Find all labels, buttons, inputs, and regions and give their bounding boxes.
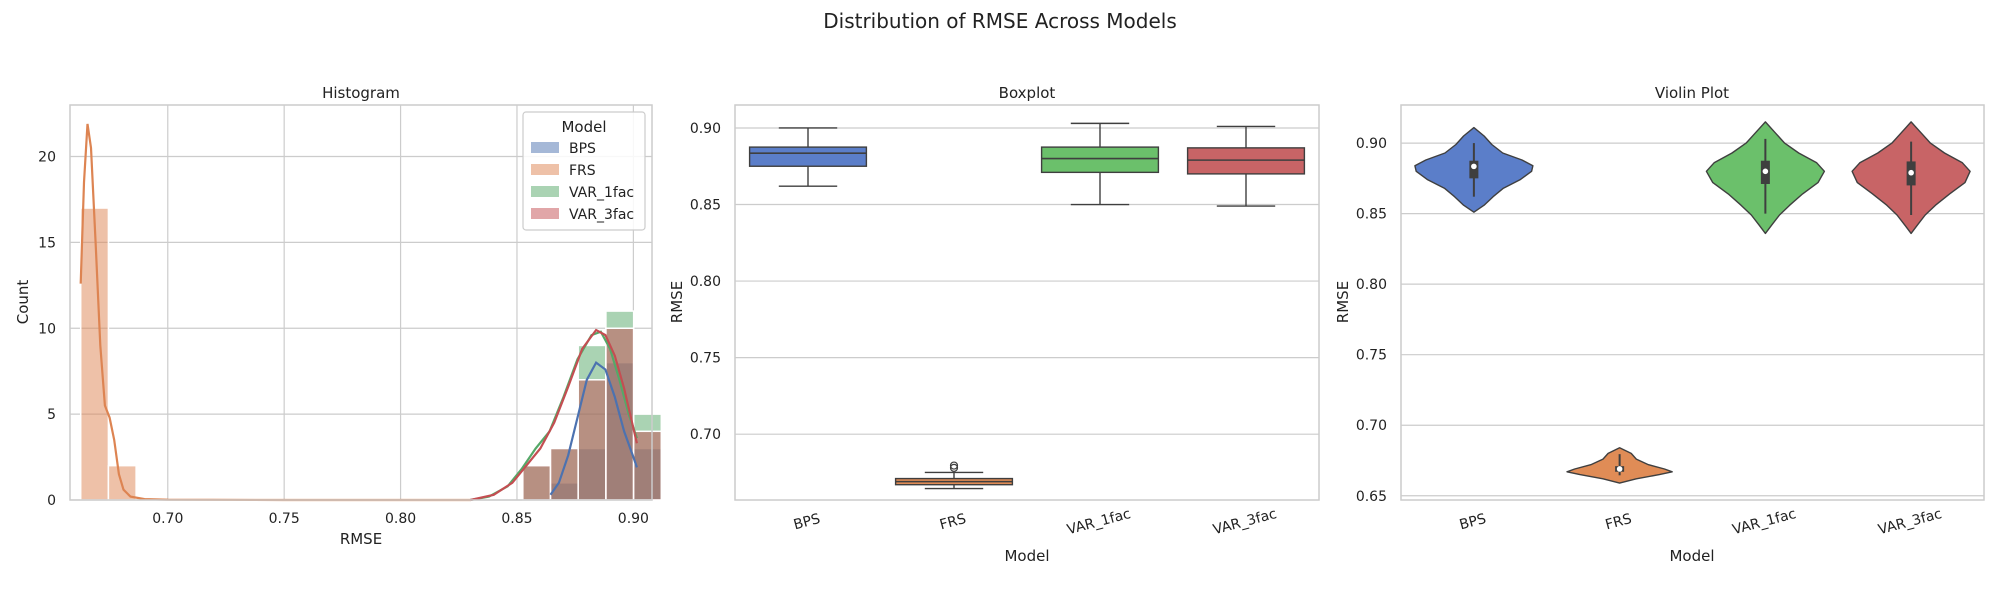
histogram-bar-var-3fac — [549, 447, 579, 501]
histogram-y-tick-label: 10 — [38, 321, 56, 337]
histogram-kde-var-3fac — [470, 328, 638, 502]
histogram-x-tick-label: 0.90 — [618, 511, 649, 527]
boxplot-y-label: RMSE — [668, 281, 686, 323]
histogram-title: Histogram — [322, 84, 400, 102]
histogram-bar-frs — [79, 207, 110, 501]
boxplot-x-tick-label: BPS — [792, 511, 822, 533]
boxplot-panel: Boxplot BPS FRS VAR_1fac VAR_3fac 0.700.750… — [668, 84, 1320, 565]
violin-median-frs — [1616, 466, 1623, 472]
violin-title: Violin Plot — [1655, 84, 1729, 102]
boxplot-flier-frs — [949, 463, 959, 472]
boxplot-y-tick-label: 0.75 — [690, 351, 721, 367]
legend-label-var-3fac: VAR_3fac — [569, 207, 634, 223]
figure-title: Distribution of RMSE Across Models — [823, 9, 1177, 33]
histogram-x-tick-label: 0.85 — [501, 511, 532, 527]
boxplot-box-bps — [748, 146, 868, 167]
violin-grid — [1401, 142, 1984, 497]
violin-x-tick-label: VAR_3fac — [1877, 506, 1944, 538]
boxplot-x-tick-label: VAR_1fac — [1065, 506, 1132, 538]
violin-median-bps — [1471, 163, 1477, 170]
violin-median-var-3fac — [1908, 169, 1914, 176]
violin-x-ticks: BPS FRS VAR_1fac VAR_3fac — [1458, 506, 1944, 538]
legend-swatch-var-1fac — [531, 186, 559, 197]
violin-x-tick-label: BPS — [1458, 511, 1488, 533]
histogram-y-ticks: 0 5 10 15 20 — [38, 150, 56, 509]
histogram-bar-var-3fac — [522, 464, 552, 501]
legend-label-frs: FRS — [569, 163, 596, 179]
histogram-y-tick-label: 0 — [47, 493, 56, 509]
legend-swatch-frs — [531, 164, 559, 175]
legend-box — [522, 111, 646, 231]
histogram-x-tick-label: 0.70 — [152, 511, 183, 527]
boxplot-x-label: Model — [1004, 547, 1049, 565]
violin-shapes — [1414, 121, 1971, 484]
histogram-bar-var-3fac — [632, 430, 663, 501]
boxplot-box-var-1fac — [1040, 146, 1160, 174]
histogram-x-tick-label: 0.80 — [385, 511, 416, 527]
violin-x-label: Model — [1669, 547, 1714, 565]
histogram-bar-frs — [107, 464, 137, 501]
boxplot-y-ticks: 0.70 0.75 0.80 0.85 0.90 — [690, 121, 721, 443]
boxplot-y-tick-label: 0.85 — [690, 198, 721, 214]
legend-label-var-1fac: VAR_1fac — [569, 185, 634, 201]
boxplot-flier-frs — [949, 461, 959, 470]
histogram-x-ticks: 0.70 0.75 0.80 0.85 0.90 — [152, 511, 649, 527]
legend-swatch-var-3fac — [531, 208, 559, 219]
boxplot-x-tick-label: FRS — [938, 511, 968, 533]
violin-y-tick-label: 0.70 — [1356, 418, 1387, 434]
violin-panel: Violin Plot BPS FRS VAR_1fac VAR_3fac 0.650… — [1334, 84, 1985, 565]
histogram-y-label: Count — [14, 280, 32, 325]
violin-y-tick-label: 0.85 — [1356, 207, 1387, 223]
boxplot-title: Boxplot — [999, 84, 1056, 102]
histogram-x-tick-label: 0.75 — [269, 511, 300, 527]
histogram-frame — [69, 104, 653, 501]
violin-y-tick-label: 0.80 — [1356, 277, 1387, 293]
violin-y-label: RMSE — [1334, 281, 1352, 323]
boxplot-x-tick-label: VAR_3fac — [1211, 506, 1278, 538]
violin-x-tick-label: FRS — [1604, 511, 1634, 533]
legend-swatch-bps — [531, 142, 559, 153]
histogram-y-tick-label: 5 — [47, 407, 56, 423]
violin-y-tick-label: 0.75 — [1356, 348, 1387, 364]
boxplot-y-tick-label: 0.90 — [690, 121, 721, 137]
violin-y-ticks: 0.65 0.70 0.75 0.80 0.85 0.90 — [1356, 136, 1387, 505]
histogram-kde-bps — [549, 360, 638, 496]
histogram-x-label: RMSE — [340, 530, 382, 548]
histogram-legend: Model BPS FRS VAR_1fac VAR_3fac — [522, 111, 646, 231]
violin-iqr-bps — [1469, 160, 1479, 179]
violin-y-tick-label: 0.65 — [1356, 489, 1387, 505]
legend-title: Model — [561, 118, 606, 136]
boxplot-boxes — [748, 122, 1306, 490]
histogram-y-tick-label: 15 — [38, 235, 56, 251]
boxplot-y-tick-label: 0.80 — [690, 274, 721, 290]
violin-y-tick-label: 0.90 — [1356, 136, 1387, 152]
violin-frame — [1400, 104, 1985, 501]
boxplot-frame — [734, 104, 1320, 501]
boxplot-x-ticks: BPS FRS VAR_1fac VAR_3fac — [792, 506, 1279, 538]
histogram-kde-frs — [79, 123, 471, 502]
legend-label-bps: BPS — [569, 141, 596, 157]
violin-x-tick-label: VAR_1fac — [1731, 506, 1798, 538]
violin-median-var-1fac — [1762, 168, 1769, 175]
histogram-y-tick-label: 20 — [38, 150, 56, 166]
boxplot-y-tick-label: 0.70 — [690, 427, 721, 443]
histogram-panel: Histogram 0.70 0.75 0.80 0.85 0.90 05101520 … — [14, 84, 663, 548]
